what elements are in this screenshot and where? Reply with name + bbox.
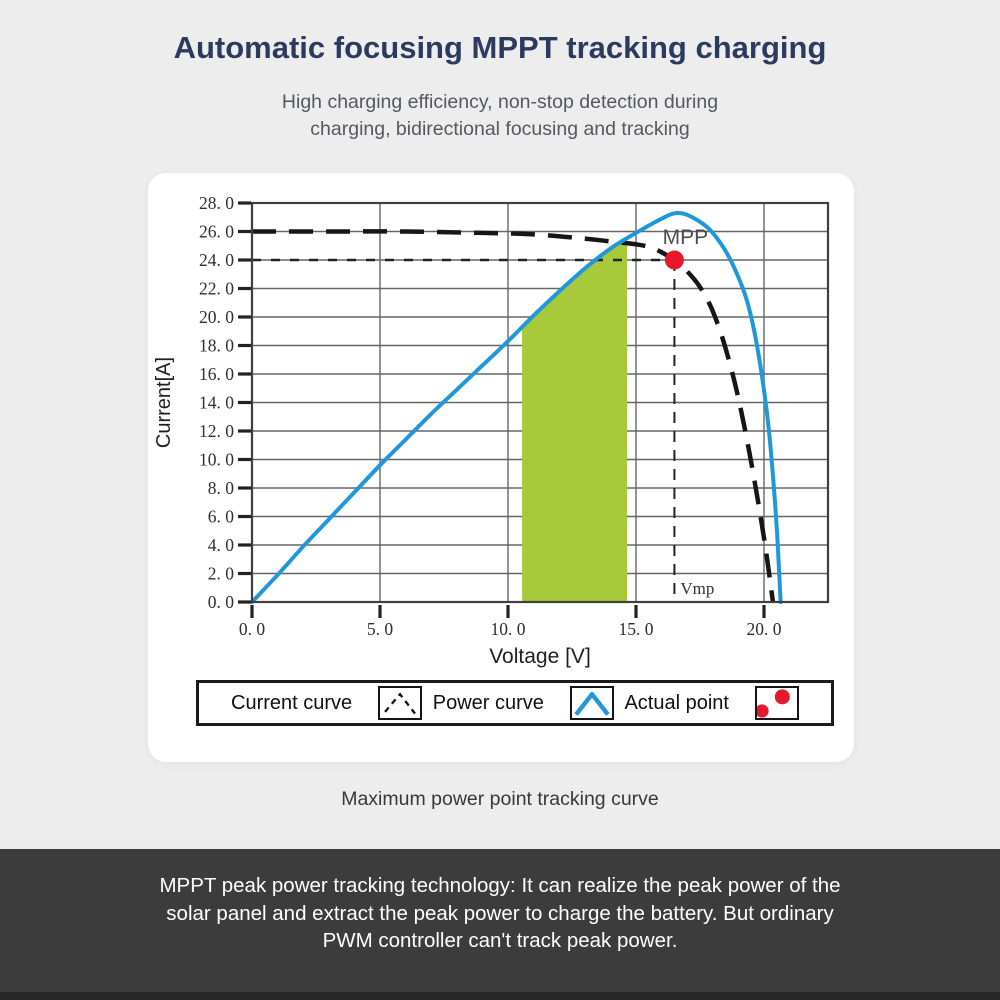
y-tick-label: 26. 0 — [199, 222, 234, 242]
red-dots-icon — [754, 686, 799, 720]
footer-text: MPPT peak power tracking technology: It … — [0, 872, 1000, 955]
legend-item-actual-point: Actual point — [624, 686, 799, 720]
page-subtitle: High charging efficiency, non-stop detec… — [0, 89, 1000, 143]
subtitle-line-1: High charging efficiency, non-stop detec… — [281, 91, 719, 113]
mpp-label: MPP — [663, 226, 709, 249]
y-tick-label: 14. 0 — [199, 393, 234, 413]
y-tick-label: 22. 0 — [199, 279, 234, 299]
y-tick-label: 28. 0 — [199, 193, 234, 213]
x-tick-label: 15. 0 — [619, 619, 654, 639]
current-curve-path — [252, 229, 776, 603]
y-tick-label: 10. 0 — [199, 450, 234, 470]
footer-panel: MPPT peak power tracking technology: It … — [0, 849, 1000, 1000]
legend-label: Power curve — [432, 691, 544, 714]
y-tick-label: 8. 0 — [208, 478, 235, 498]
subtitle-line-2: charging, bidirectional focusing and tra… — [310, 118, 690, 140]
chart-caption: Maximum power point tracking curve — [341, 788, 659, 810]
y-tick-label: 0. 0 — [208, 592, 235, 612]
y-tick-label: 20. 0 — [199, 307, 234, 327]
y-tick-label: 12. 0 — [199, 421, 234, 441]
x-tick-label: 20. 0 — [747, 619, 782, 639]
dashed-peak-icon — [378, 686, 423, 720]
blue-peak-icon — [569, 686, 614, 720]
y-tick-label: 18. 0 — [199, 336, 234, 356]
mpp-point — [664, 250, 684, 270]
page-title: Automatic focusing MPPT tracking chargin… — [173, 30, 827, 65]
footer-text-line-1: MPPT peak power tracking technology: It … — [159, 874, 841, 897]
footer-text-line-3: PWM controller can't track peak power. — [322, 929, 678, 952]
plot-border — [250, 201, 830, 604]
y-tick-label: 16. 0 — [199, 364, 234, 384]
power-curve-path — [250, 210, 783, 604]
y-tick-label: 2. 0 — [208, 564, 235, 584]
chart-card: MPP Vmp 0. 0 2. 0 4. 0 6. 0 8. 0 10. 0 12. 0 14. … — [148, 173, 854, 762]
footer-bottom-strip — [0, 992, 1000, 1000]
y-axis-label: Current[A] — [153, 357, 175, 448]
x-axis-label: Voltage [V] — [489, 645, 591, 668]
vmp-label: Vmp — [680, 579, 714, 598]
chart-legend: Current curve Power curve Actual point — [196, 680, 834, 726]
x-tick-label: 10. 0 — [491, 619, 526, 639]
x-tick-label: 5. 0 — [367, 619, 394, 639]
x-tick-label: 0. 0 — [239, 619, 266, 639]
y-tick-label: 24. 0 — [199, 250, 234, 270]
legend-label: Actual point — [624, 691, 729, 714]
legend-label: Current curve — [231, 691, 353, 714]
footer-text-line-2: solar panel and extract the peak power t… — [166, 901, 834, 925]
legend-item-power-curve: Power curve — [433, 686, 614, 720]
legend-item-current-curve: Current curve — [231, 686, 423, 720]
y-tick-label: 6. 0 — [208, 507, 235, 527]
y-tick-label: 4. 0 — [208, 535, 235, 555]
mppt-chart: MPP Vmp 0. 0 2. 0 4. 0 6. 0 8. 0 10. 0 12. 0 14. … — [153, 193, 830, 668]
green-region — [522, 238, 628, 602]
